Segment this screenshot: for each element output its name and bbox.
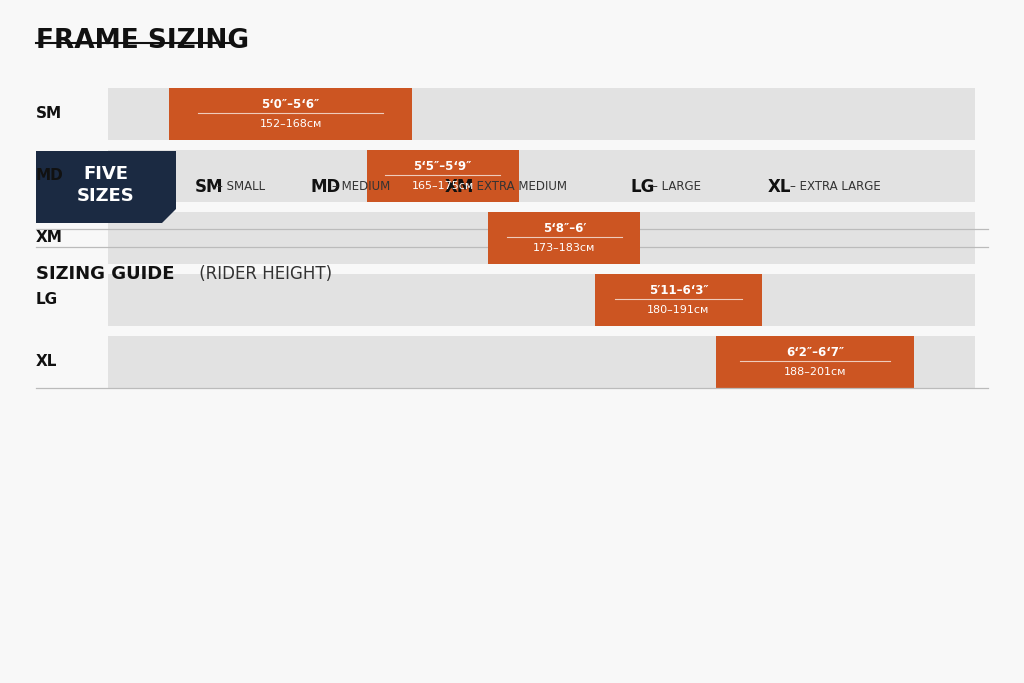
Text: – EXTRA MEDIUM: – EXTRA MEDIUM [467, 180, 567, 193]
Bar [108, 88, 975, 140]
Bar [488, 212, 640, 264]
Bar [108, 336, 975, 388]
Text: 5‘0″–5‘6″: 5‘0″–5‘6″ [261, 98, 319, 111]
Text: XM: XM [445, 178, 474, 196]
Text: 180–191ᴄᴍ: 180–191ᴄᴍ [647, 305, 710, 315]
Text: – SMALL: – SMALL [217, 180, 265, 193]
Text: XL: XL [36, 354, 57, 370]
Text: 188–201ᴄᴍ: 188–201ᴄᴍ [784, 367, 847, 377]
Polygon shape [36, 151, 176, 223]
Text: 173–183ᴄᴍ: 173–183ᴄᴍ [534, 243, 596, 253]
Bar [169, 88, 413, 140]
Text: XL: XL [768, 178, 792, 196]
Text: SM: SM [36, 107, 62, 122]
Text: – LARGE: – LARGE [652, 180, 701, 193]
Text: (RIDER HEIGHT): (RIDER HEIGHT) [194, 265, 332, 283]
Text: MD: MD [36, 169, 63, 184]
Bar [108, 150, 975, 202]
Text: MD: MD [310, 178, 340, 196]
Text: SM: SM [195, 178, 223, 196]
Text: XM: XM [36, 230, 62, 245]
Text: 5′11–6‘3″: 5′11–6‘3″ [648, 285, 709, 298]
Text: 165–175ᴄᴍ: 165–175ᴄᴍ [412, 181, 474, 191]
Text: 5‘8″–6′: 5‘8″–6′ [543, 223, 586, 236]
Bar [595, 274, 762, 326]
Text: SIZING GUIDE: SIZING GUIDE [36, 265, 174, 283]
Text: 152–168ᴄᴍ: 152–168ᴄᴍ [259, 119, 322, 129]
Text: FRAME SIZING: FRAME SIZING [36, 28, 249, 54]
Text: LG: LG [630, 178, 654, 196]
Bar [367, 150, 519, 202]
Bar [108, 212, 975, 264]
Bar [108, 274, 975, 326]
Text: – EXTRA LARGE: – EXTRA LARGE [790, 180, 881, 193]
Text: LG: LG [36, 292, 58, 307]
Bar [717, 336, 914, 388]
Text: 6‘2″–6‘7″: 6‘2″–6‘7″ [786, 346, 845, 359]
Text: 5‘5″–5‘9″: 5‘5″–5‘9″ [414, 161, 472, 173]
Text: – MEDIUM: – MEDIUM [332, 180, 390, 193]
Text: FIVE
SIZES: FIVE SIZES [77, 165, 135, 205]
